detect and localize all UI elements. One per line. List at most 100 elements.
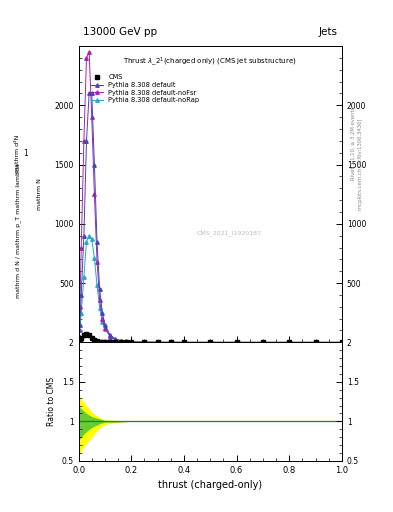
Pythia 8.308 default-noRap [92,255,97,261]
Pythia 8.308 default [261,339,265,346]
Pythia 8.308 default-noFsr [76,327,81,333]
CMS [97,338,102,345]
Line: Pythia 8.308 default-noFsr: Pythia 8.308 default-noFsr [77,50,343,344]
CMS [79,334,84,340]
X-axis label: thrust (charged-only): thrust (charged-only) [158,480,262,490]
Text: Jets: Jets [319,27,338,37]
CMS [124,339,129,346]
Pythia 8.308 default-noRap [90,236,94,242]
Pythia 8.308 default-noFsr [168,339,173,346]
CMS [76,338,81,344]
Pythia 8.308 default-noRap [79,310,84,316]
CMS [92,337,97,343]
Pythia 8.308 default-noFsr [79,244,84,250]
Pythia 8.308 default-noFsr [84,55,89,61]
Pythia 8.308 default [124,338,129,345]
CMS [168,339,173,346]
Pythia 8.308 default-noRap [208,339,213,346]
Pythia 8.308 default-noRap [76,334,81,340]
Line: Pythia 8.308 default: Pythia 8.308 default [77,92,343,344]
Pythia 8.308 default-noRap [168,339,173,346]
Line: CMS: CMS [77,332,343,344]
Pythia 8.308 default [90,91,94,97]
Pythia 8.308 default [313,339,318,346]
Text: 1: 1 [23,149,28,158]
Pythia 8.308 default [168,339,173,346]
CMS [118,339,123,346]
Pythia 8.308 default-noRap [287,339,292,346]
CMS [90,334,94,340]
CMS [113,339,118,345]
Pythia 8.308 default-noRap [340,339,344,346]
Pythia 8.308 default-noRap [129,339,134,345]
Pythia 8.308 default [234,339,239,346]
Pythia 8.308 default-noFsr [208,339,213,346]
Pythia 8.308 default-noRap [84,239,89,245]
Pythia 8.308 default-noRap [103,326,107,332]
CMS [155,339,160,346]
CMS [129,339,134,346]
Pythia 8.308 default-noRap [81,274,86,280]
CMS [100,339,105,345]
Pythia 8.308 default [108,332,112,338]
CMS [77,337,82,343]
Text: 13000 GeV pp: 13000 GeV pp [83,27,157,37]
Pythia 8.308 default-noFsr [103,325,107,331]
Pythia 8.308 default [142,339,147,345]
Text: mcplots.cern.ch [arXiv:1306.3436]: mcplots.cern.ch [arXiv:1306.3436] [358,118,363,209]
CMS [182,339,186,346]
Pythia 8.308 default [129,339,134,345]
Text: mathrm N: mathrm N [37,179,42,210]
Pythia 8.308 default [208,339,213,346]
Pythia 8.308 default [97,286,102,292]
Pythia 8.308 default-noRap [142,339,147,345]
CMS [261,339,265,346]
Pythia 8.308 default-noFsr [287,339,292,346]
Pythia 8.308 default-noRap [87,232,92,239]
Pythia 8.308 default-noFsr [95,259,99,265]
Pythia 8.308 default-noFsr [313,339,318,346]
CMS [84,331,89,337]
Pythia 8.308 default-noRap [234,339,239,346]
Pythia 8.308 default [76,333,81,339]
Text: mathrm d N / mathrm p_T mathrm lambda: mathrm d N / mathrm p_T mathrm lambda [15,163,20,298]
Pythia 8.308 default-noRap [97,305,102,311]
CMS [87,332,92,338]
Pythia 8.308 default-noRap [77,327,82,333]
Pythia 8.308 default [87,91,92,97]
Pythia 8.308 default [103,322,107,328]
Pythia 8.308 default-noFsr [155,339,160,345]
Pythia 8.308 default-noRap [95,282,99,288]
Pythia 8.308 default-noFsr [182,339,186,346]
Pythia 8.308 default [287,339,292,346]
Pythia 8.308 default-noRap [261,339,265,346]
CMS [313,339,318,346]
Pythia 8.308 default [95,239,99,245]
Pythia 8.308 default-noFsr [108,333,112,339]
CMS [234,339,239,346]
Pythia 8.308 default [340,339,344,346]
Pythia 8.308 default-noRap [108,333,112,339]
Pythia 8.308 default-noFsr [340,339,344,346]
Text: Rivet 3.1.10, ≥ 3.2M events: Rivet 3.1.10, ≥ 3.2M events [351,106,356,180]
Pythia 8.308 default-noFsr [81,138,86,144]
Pythia 8.308 default [118,337,123,344]
CMS [103,339,107,345]
Pythia 8.308 default [100,310,105,316]
CMS [340,339,344,346]
Pythia 8.308 default-noFsr [92,191,97,197]
Pythia 8.308 default-noFsr [261,339,265,346]
Pythia 8.308 default-noRap [118,337,123,344]
Pythia 8.308 default-noRap [113,336,118,343]
Y-axis label: Ratio to CMS: Ratio to CMS [47,377,56,426]
Text: CMS_2021_I1920187: CMS_2021_I1920187 [196,230,261,236]
Pythia 8.308 default-noFsr [100,315,105,322]
Pythia 8.308 default-noRap [182,339,186,346]
Pythia 8.308 default-noFsr [97,296,102,303]
Pythia 8.308 default [113,336,118,342]
Pythia 8.308 default [81,232,86,239]
Pythia 8.308 default-noFsr [234,339,239,346]
Legend: CMS, Pythia 8.308 default, Pythia 8.308 default-noFsr, Pythia 8.308 default-noRa: CMS, Pythia 8.308 default, Pythia 8.308 … [90,73,201,105]
Pythia 8.308 default-noFsr [87,49,92,55]
Pythia 8.308 default [84,138,89,144]
